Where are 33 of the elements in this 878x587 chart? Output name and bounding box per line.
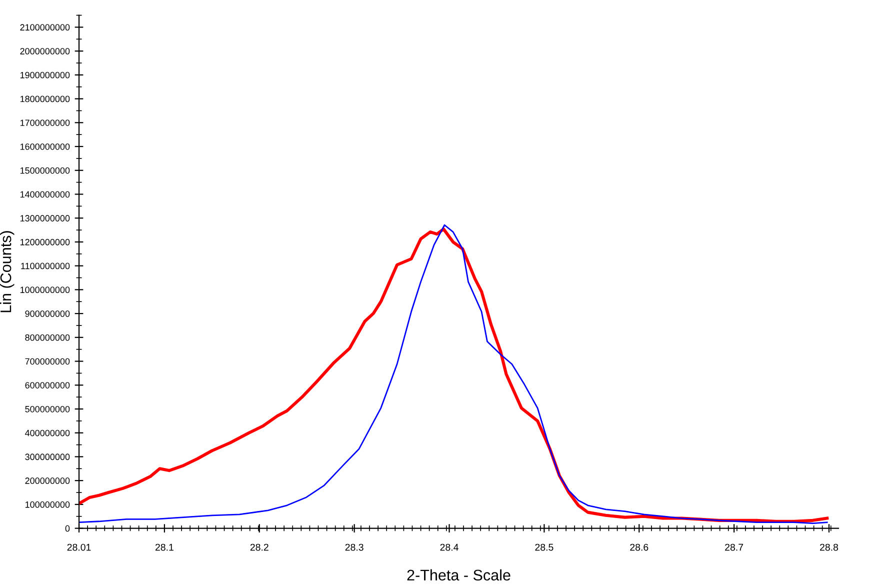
y-tick-label: 100000000: [26, 501, 70, 508]
y-tick-label: 1400000000: [20, 191, 70, 198]
y-tick-label: 1000000000: [20, 286, 70, 294]
y-tick-label: 0: [65, 525, 70, 532]
x-tick-label: 28.6: [630, 544, 648, 551]
x-tick-label: 28.3: [345, 544, 364, 551]
y-tick-label: 800000000: [25, 334, 70, 341]
x-tick-label: 28.5: [535, 544, 554, 551]
x-tick-label: 28.7: [725, 544, 744, 551]
y-tick-label: 300000000: [25, 454, 70, 460]
y-tick-label: 1300000000: [20, 215, 70, 222]
y-tick-label: 1600000000: [20, 143, 70, 150]
y-tick-label: 600000000: [25, 382, 70, 388]
y-tick-label: 1100000000: [21, 262, 70, 270]
y-tick-label: 1200000000: [20, 238, 70, 246]
x-axis-title: 2-Theta - Scale: [407, 569, 510, 581]
x-tick-label: 28.2: [250, 544, 268, 551]
x-tick-label: 28.1: [155, 544, 174, 551]
y-axis-title: Lin (Counts): [0, 231, 14, 312]
y-tick-label: 2100000000: [20, 24, 70, 31]
y-tick-label: 500000000: [25, 406, 70, 412]
y-tick-label: 400000000: [25, 430, 70, 436]
y-tick-label: 900000000: [25, 310, 70, 317]
y-tick-label: 1900000000: [20, 72, 70, 78]
y-tick-label: 700000000: [25, 358, 70, 365]
y-tick-label: 1500000000: [20, 167, 70, 174]
y-tick-label: 200000000: [25, 478, 70, 484]
x-tick-label: 28.4: [440, 544, 458, 551]
x-tick-label: 28.01: [67, 544, 91, 551]
y-tick-label: 1800000000: [20, 96, 70, 102]
y-tick-label: 2000000000: [20, 48, 70, 54]
x-tick-label: 28.8: [820, 544, 838, 551]
y-tick-label: 1700000000: [20, 120, 70, 126]
